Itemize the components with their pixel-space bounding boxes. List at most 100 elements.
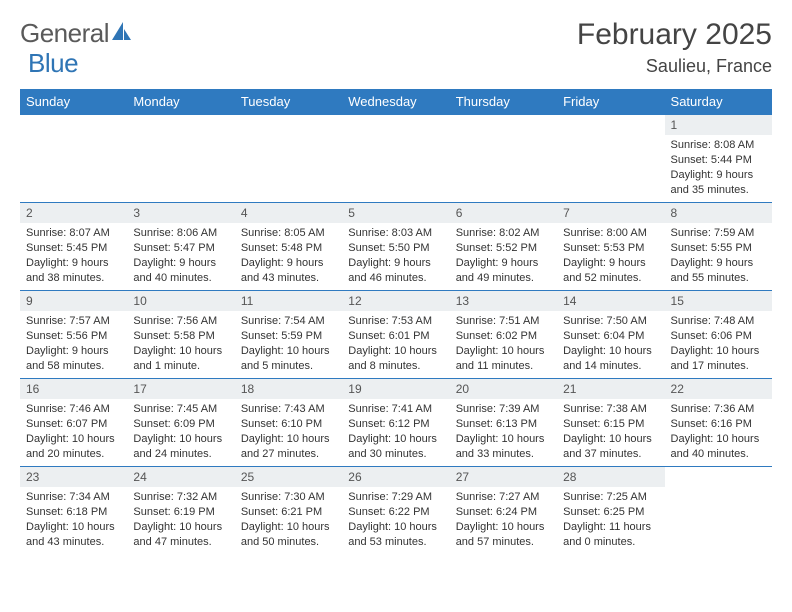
sunrise-line: Sunrise: 7:41 AM — [348, 402, 443, 417]
logo: General — [20, 18, 133, 49]
day-body: Sunrise: 7:34 AMSunset: 6:18 PMDaylight:… — [20, 487, 127, 553]
sunrise-line: Sunrise: 7:46 AM — [26, 402, 121, 417]
daylight-line: Daylight: 10 hours and 8 minutes. — [348, 344, 443, 374]
day-header-row: SundayMondayTuesdayWednesdayThursdayFrid… — [20, 89, 772, 115]
day-header: Friday — [557, 89, 664, 115]
sunrise-line: Sunrise: 7:32 AM — [133, 490, 228, 505]
daylight-line: Daylight: 10 hours and 14 minutes. — [563, 344, 658, 374]
daylight-line: Daylight: 10 hours and 11 minutes. — [456, 344, 551, 374]
day-body: Sunrise: 7:46 AMSunset: 6:07 PMDaylight:… — [20, 399, 127, 465]
daylight-line: Daylight: 10 hours and 5 minutes. — [241, 344, 336, 374]
day-body: Sunrise: 8:03 AMSunset: 5:50 PMDaylight:… — [342, 223, 449, 289]
day-body: Sunrise: 7:45 AMSunset: 6:09 PMDaylight:… — [127, 399, 234, 465]
day-number: 26 — [342, 467, 449, 487]
sunset-line: Sunset: 6:16 PM — [671, 417, 766, 432]
daylight-line: Daylight: 11 hours and 0 minutes. — [563, 520, 658, 550]
day-number: 25 — [235, 467, 342, 487]
day-number: 14 — [557, 291, 664, 311]
calendar-empty-cell — [20, 115, 127, 203]
logo-line2: Blue — [28, 48, 78, 79]
day-body: Sunrise: 8:05 AMSunset: 5:48 PMDaylight:… — [235, 223, 342, 289]
calendar-day-cell: 2Sunrise: 8:07 AMSunset: 5:45 PMDaylight… — [20, 203, 127, 291]
sunrise-line: Sunrise: 8:05 AM — [241, 226, 336, 241]
day-number: 10 — [127, 291, 234, 311]
sunrise-line: Sunrise: 7:56 AM — [133, 314, 228, 329]
day-number: 19 — [342, 379, 449, 399]
day-body: Sunrise: 7:27 AMSunset: 6:24 PMDaylight:… — [450, 487, 557, 553]
calendar-day-cell: 9Sunrise: 7:57 AMSunset: 5:56 PMDaylight… — [20, 291, 127, 379]
calendar-day-cell: 22 Sunrise: 7:36 AMSunset: 6:16 PMDayligh… — [665, 379, 772, 467]
calendar-table: SundayMondayTuesdayWednesdayThursdayFrid… — [20, 89, 772, 555]
sunrise-line: Sunrise: 7:29 AM — [348, 490, 443, 505]
day-number: 18 — [235, 379, 342, 399]
day-body: Sunrise: 8:00 AMSunset: 5:53 PMDaylight:… — [557, 223, 664, 289]
day-number: 1 — [665, 115, 772, 135]
sunset-line: Sunset: 6:21 PM — [241, 505, 336, 520]
sunrise-line: Sunrise: 7:43 AM — [241, 402, 336, 417]
calendar-day-cell: 15Sunrise: 7:48 AMSunset: 6:06 PMDayligh… — [665, 291, 772, 379]
day-body: Sunrise: 7:56 AMSunset: 5:58 PMDaylight:… — [127, 311, 234, 377]
sunset-line: Sunset: 6:10 PM — [241, 417, 336, 432]
calendar-week-row: 23Sunrise: 7:34 AMSunset: 6:18 PMDayligh… — [20, 467, 772, 555]
day-number: 12 — [342, 291, 449, 311]
day-number: 8 — [665, 203, 772, 223]
calendar-day-cell: 10Sunrise: 7:56 AMSunset: 5:58 PMDayligh… — [127, 291, 234, 379]
day-number: 15 — [665, 291, 772, 311]
calendar-week-row: 9 Sunrise: 7:57 AMSunset: 5:56 PM Daylight… — [20, 291, 772, 379]
day-header: Sunday — [20, 89, 127, 115]
sunset-line: Sunset: 6:22 PM — [348, 505, 443, 520]
calendar-day-cell: 14Sunrise: 7:50 AMSunset: 6:04 PMDayligh… — [557, 291, 664, 379]
day-number: 3 — [127, 203, 234, 223]
calendar-day-cell: 13Sunrise: 7:51 AMSunset: 6:02 PMDayligh… — [450, 291, 557, 379]
sunset-line: Sunset: 6:24 PM — [456, 505, 551, 520]
calendar-empty-cell — [450, 115, 557, 203]
day-number: 20 — [450, 379, 557, 399]
sunrise-line: Sunrise: 7:25 AM — [563, 490, 658, 505]
day-body: Sunrise: 7:25 AMSunset: 6:25 PMDaylight:… — [557, 487, 664, 553]
calendar-body: 1Sunrise: 8:08 AMSunset: 5:44 PMDaylight… — [20, 115, 772, 555]
sunrise-line: Sunrise: 7:36 AM — [671, 402, 766, 417]
sunrise-line: Sunrise: 7:34 AM — [26, 490, 121, 505]
daylight-line: Daylight: 9 hours and 52 minutes. — [563, 256, 658, 286]
sunrise-line: Sunrise: 8:03 AM — [348, 226, 443, 241]
sunrise-line: Sunrise: 7:54 AM — [241, 314, 336, 329]
calendar-day-cell: 6Sunrise: 8:02 AMSunset: 5:52 PMDaylight… — [450, 203, 557, 291]
day-body: Sunrise: 7:50 AMSunset: 6:04 PMDaylight:… — [557, 311, 664, 377]
day-body: Sunrise: 7:39 AMSunset: 6:13 PMDaylight:… — [450, 399, 557, 465]
calendar-day-cell: 18Sunrise: 7:43 AMSunset: 6:10 PMDayligh… — [235, 379, 342, 467]
day-body: Sunrise: 7:30 AMSunset: 6:21 PMDaylight:… — [235, 487, 342, 553]
calendar-day-cell: 24Sunrise: 7:32 AMSunset: 6:19 PMDayligh… — [127, 467, 234, 555]
sunset-line: Sunset: 6:19 PM — [133, 505, 228, 520]
sunrise-line: Sunrise: 7:57 AM — [26, 314, 121, 329]
sunrise-line: Sunrise: 7:30 AM — [241, 490, 336, 505]
location: Saulieu, France — [577, 56, 772, 77]
calendar-day-cell: 21Sunrise: 7:38 AMSunset: 6:15 PMDayligh… — [557, 379, 664, 467]
logo-word2: Blue — [28, 48, 78, 79]
day-body: Sunrise: 8:02 AMSunset: 5:52 PMDaylight:… — [450, 223, 557, 289]
title-block: February 2025 Saulieu, France — [577, 18, 772, 77]
day-body: Sunrise: 7:59 AMSunset: 5:55 PMDaylight:… — [665, 223, 772, 289]
calendar-empty-cell — [557, 115, 664, 203]
calendar-week-row: 2Sunrise: 8:07 AMSunset: 5:45 PMDaylight… — [20, 203, 772, 291]
sunset-line: Sunset: 6:04 PM — [563, 329, 658, 344]
daylight-line: Daylight: 10 hours and 40 minutes. — [671, 432, 766, 462]
day-number: 11 — [235, 291, 342, 311]
day-header: Tuesday — [235, 89, 342, 115]
day-number: 6 — [450, 203, 557, 223]
calendar-day-cell: 19Sunrise: 7:41 AMSunset: 6:12 PMDayligh… — [342, 379, 449, 467]
logo-word1: General — [20, 18, 109, 49]
sunset-line: Sunset: 5:56 PM — [26, 329, 121, 344]
day-number: 9 — [20, 291, 127, 311]
sunset-line: Sunset: 5:52 PM — [456, 241, 551, 256]
sunset-line: Sunset: 6:06 PM — [671, 329, 766, 344]
daylight-line: Daylight: 10 hours and 37 minutes. — [563, 432, 658, 462]
day-header: Wednesday — [342, 89, 449, 115]
calendar-day-cell: 25Sunrise: 7:30 AMSunset: 6:21 PMDayligh… — [235, 467, 342, 555]
calendar-empty-cell — [342, 115, 449, 203]
daylight-line: Daylight: 10 hours and 30 minutes. — [348, 432, 443, 462]
sunset-line: Sunset: 5:50 PM — [348, 241, 443, 256]
day-number: 22 — [665, 379, 772, 399]
day-number: 24 — [127, 467, 234, 487]
daylight-line: Daylight: 9 hours and 38 minutes. — [26, 256, 121, 286]
daylight-line: Daylight: 9 hours and 55 minutes. — [671, 256, 766, 286]
